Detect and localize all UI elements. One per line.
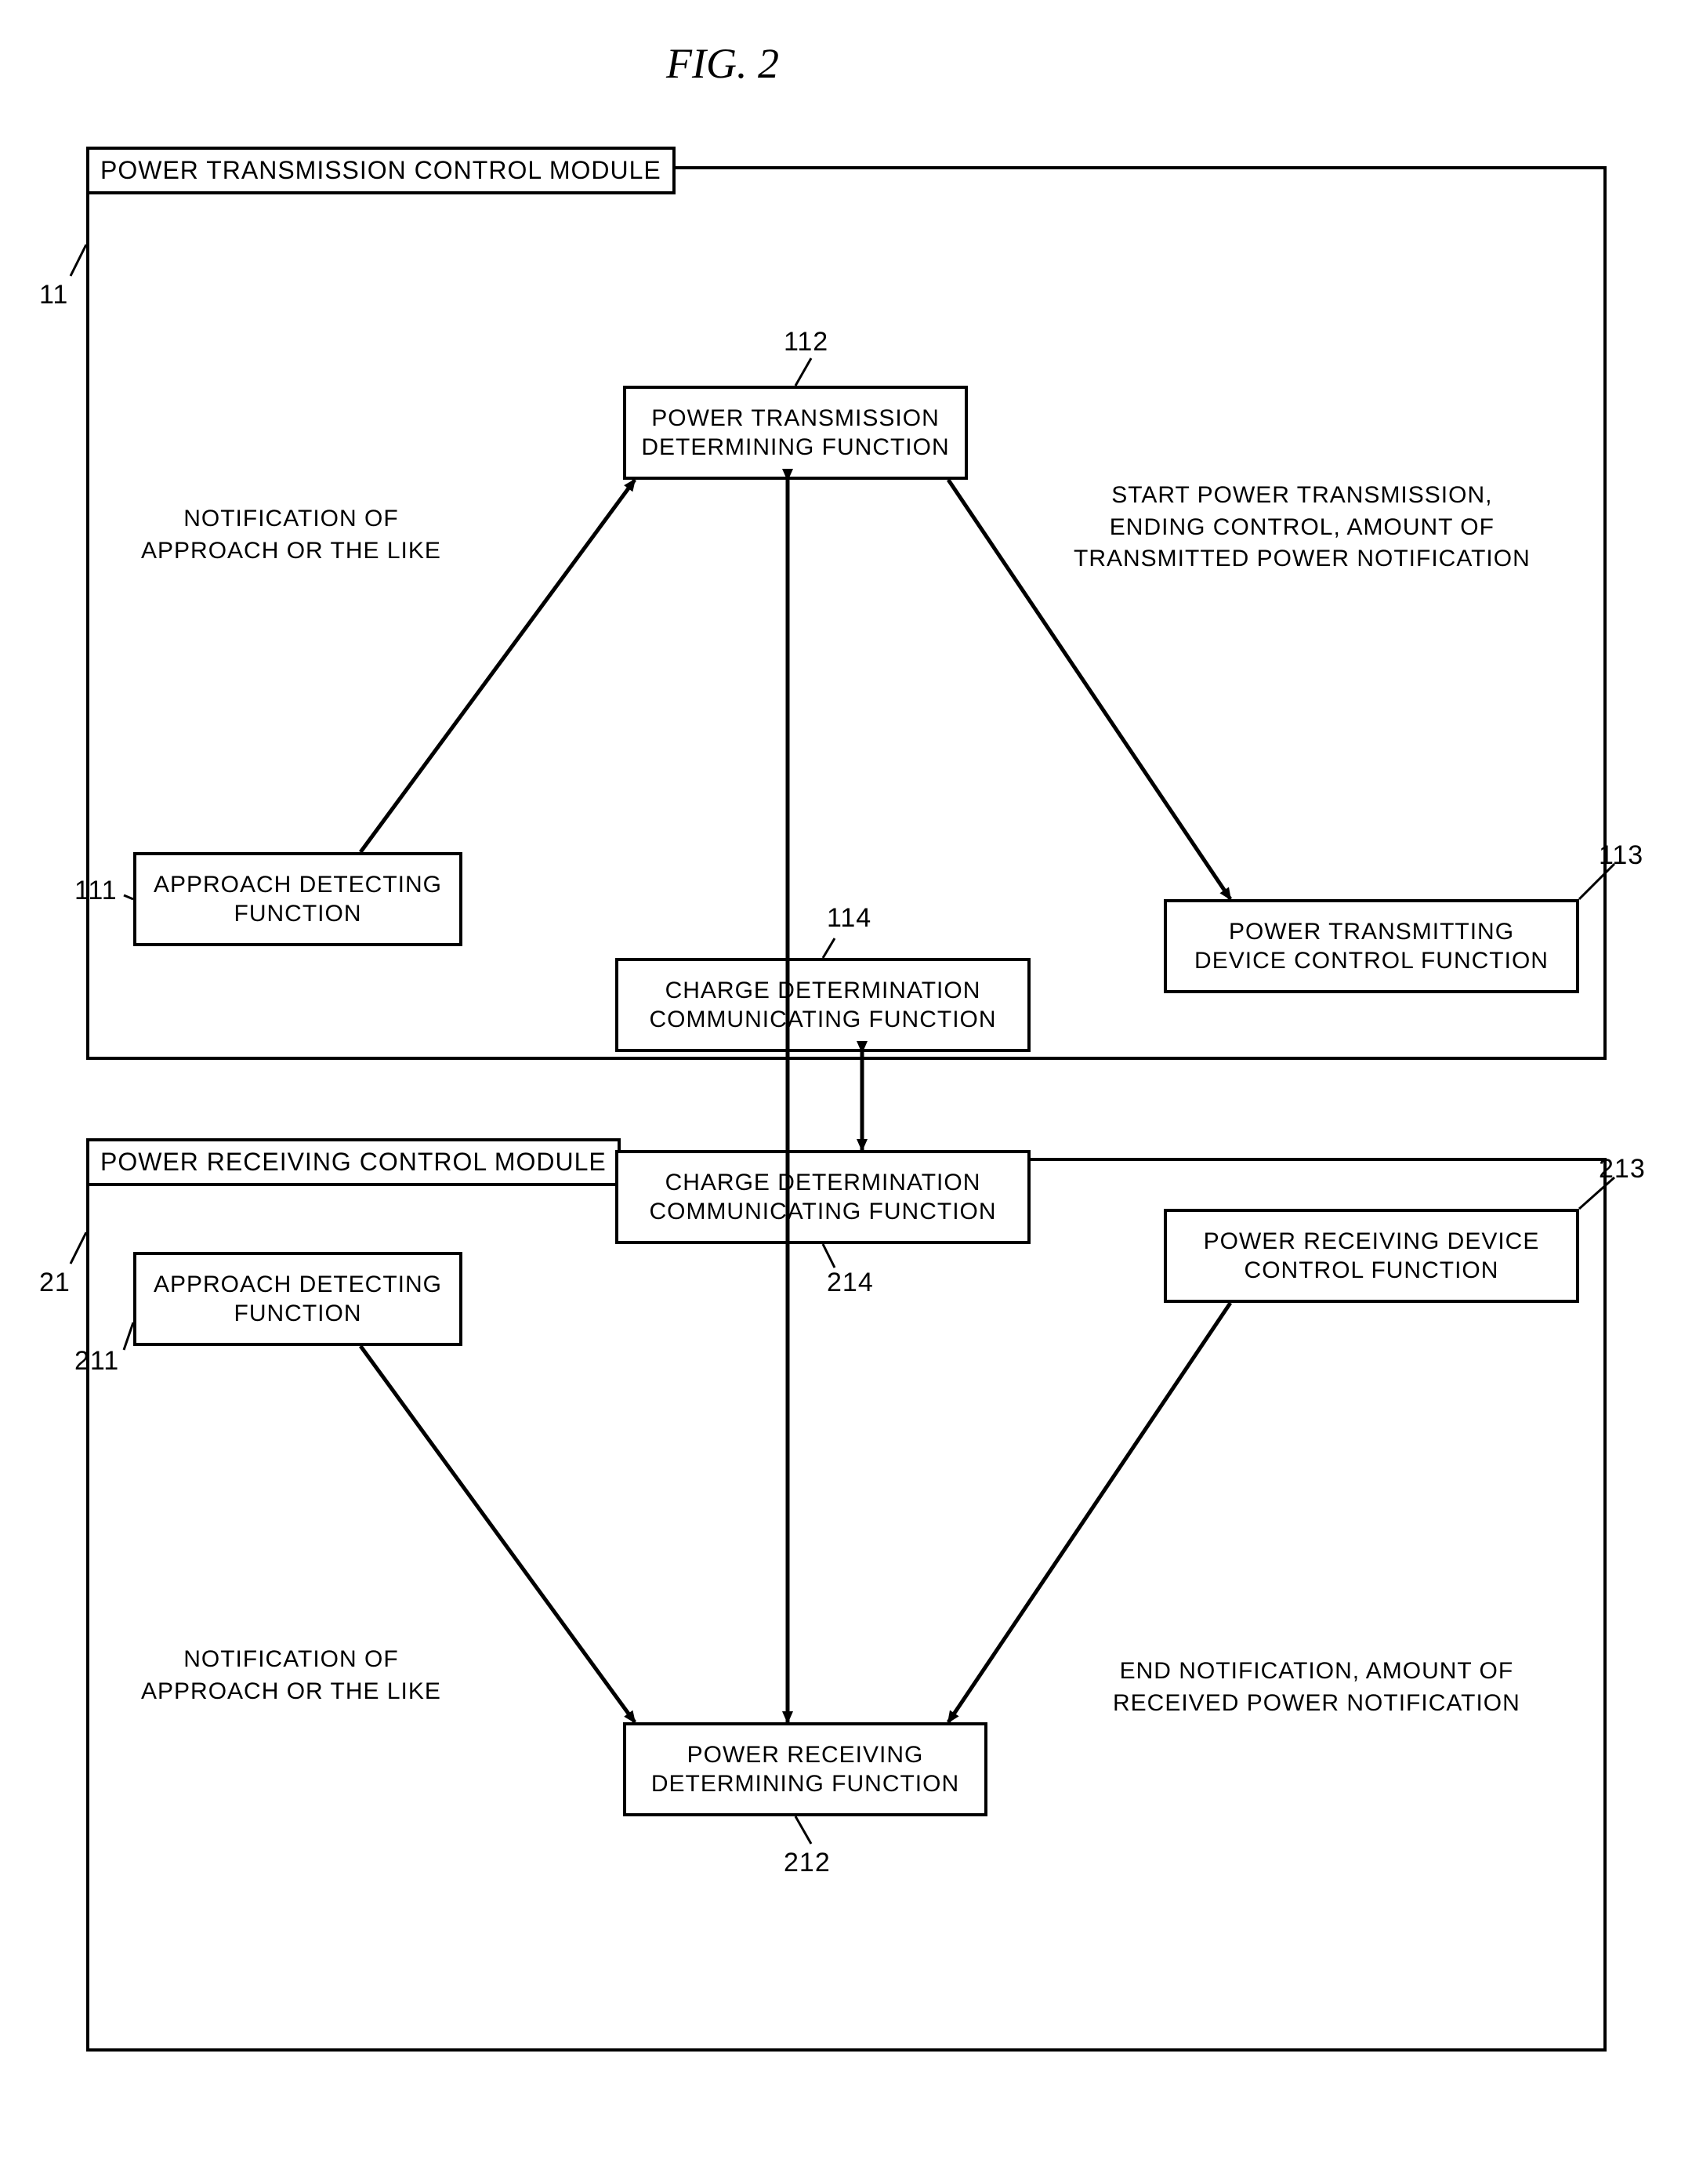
box-214-label: CHARGE DETERMINATIONCOMMUNICATING FUNCTI… bbox=[649, 1168, 996, 1227]
annotation-top-left: NOTIFICATION OFAPPROACH OR THE LIKE bbox=[141, 503, 441, 567]
box-214: CHARGE DETERMINATIONCOMMUNICATING FUNCTI… bbox=[615, 1150, 1031, 1244]
box-111-label: APPROACH DETECTINGFUNCTION bbox=[154, 870, 442, 929]
annotation-top-right: START POWER TRANSMISSION,ENDING CONTROL,… bbox=[1074, 480, 1531, 575]
box-111: APPROACH DETECTINGFUNCTION bbox=[133, 852, 462, 946]
annotation-bottom-right: END NOTIFICATION, AMOUNT OFRECEIVED POWE… bbox=[1113, 1656, 1520, 1719]
ref-111: 111 bbox=[74, 876, 118, 906]
figure-title: FIG. 2 bbox=[666, 39, 1653, 88]
box-114-label: CHARGE DETERMINATIONCOMMUNICATING FUNCTI… bbox=[649, 976, 996, 1035]
ref-112: 112 bbox=[784, 327, 828, 357]
bottom-module-title: POWER RECEIVING CONTROL MODULE bbox=[86, 1138, 621, 1186]
ref-114: 114 bbox=[827, 903, 871, 934]
box-212: POWER RECEIVINGDETERMINING FUNCTION bbox=[623, 1722, 987, 1816]
top-module-title: POWER TRANSMISSION CONTROL MODULE bbox=[86, 147, 676, 194]
box-113: POWER TRANSMITTINGDEVICE CONTROL FUNCTIO… bbox=[1164, 899, 1579, 993]
box-113-label: POWER TRANSMITTINGDEVICE CONTROL FUNCTIO… bbox=[1194, 917, 1549, 976]
box-211: APPROACH DETECTINGFUNCTION bbox=[133, 1252, 462, 1346]
box-213-label: POWER RECEIVING DEVICECONTROL FUNCTION bbox=[1204, 1227, 1540, 1286]
box-112: POWER TRANSMISSIONDETERMINING FUNCTION bbox=[623, 386, 968, 480]
box-114: CHARGE DETERMINATIONCOMMUNICATING FUNCTI… bbox=[615, 958, 1031, 1052]
ref-212: 212 bbox=[784, 1848, 831, 1878]
box-211-label: APPROACH DETECTINGFUNCTION bbox=[154, 1270, 442, 1329]
box-212-label: POWER RECEIVINGDETERMINING FUNCTION bbox=[651, 1740, 959, 1799]
annotation-bottom-left: NOTIFICATION OFAPPROACH OR THE LIKE bbox=[141, 1644, 441, 1707]
ref-113: 113 bbox=[1599, 840, 1643, 871]
ref-11: 11 bbox=[39, 280, 68, 310]
ref-214: 214 bbox=[827, 1268, 874, 1298]
diagram-canvas: POWER TRANSMISSION CONTROL MODULE 11 POW… bbox=[39, 111, 1646, 2110]
ref-211: 211 bbox=[74, 1346, 119, 1377]
ref-213: 213 bbox=[1599, 1154, 1646, 1185]
ref-21: 21 bbox=[39, 1268, 71, 1298]
box-112-label: POWER TRANSMISSIONDETERMINING FUNCTION bbox=[641, 404, 949, 463]
box-213: POWER RECEIVING DEVICECONTROL FUNCTION bbox=[1164, 1209, 1579, 1303]
